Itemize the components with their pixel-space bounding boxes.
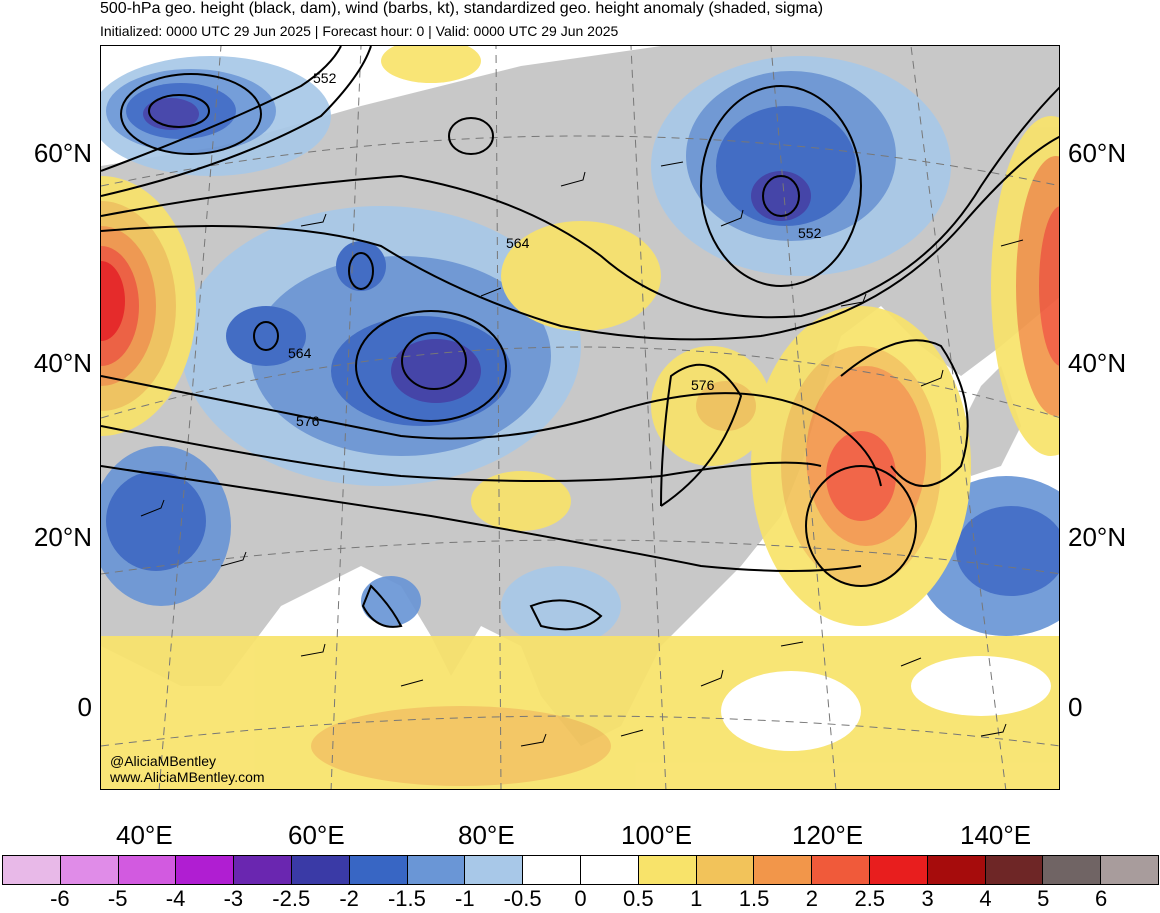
colorbar-swatch xyxy=(696,856,755,884)
contour-label-564-central: 564 xyxy=(506,235,530,251)
colorbar-tick-label: 2.5 xyxy=(854,886,886,911)
colorbar-tick-label: 6 xyxy=(1095,886,1108,911)
contour-label-576-east: 576 xyxy=(691,377,715,393)
colorbar-tick-label: -6 xyxy=(50,886,70,911)
lat-label-60n-left: 60°N xyxy=(33,138,92,168)
lat-label-20n-right: 20°N xyxy=(1068,522,1127,552)
colorbar-swatch xyxy=(927,856,986,884)
lat-label-20n-left: 20°N xyxy=(33,522,92,552)
colorbar-swatch xyxy=(349,856,408,884)
colorbar-swatch xyxy=(465,856,524,884)
colorbar-tick-label: -1 xyxy=(455,886,475,911)
colorbar-tick-label: -2.5 xyxy=(272,886,311,911)
lat-label-40n-right: 40°N xyxy=(1068,348,1127,378)
colorbar-swatch xyxy=(523,856,581,884)
watermark-website: www.AliciaMBentley.com xyxy=(110,769,265,785)
colorbar-swatch xyxy=(407,856,466,884)
colorbar-swatch xyxy=(176,856,235,884)
colorbar-swatch xyxy=(291,856,350,884)
wind-barbs xyxy=(140,161,1024,747)
colorbar-tick-label: -2 xyxy=(339,886,359,911)
colorbar-tick-label: 1.5 xyxy=(738,886,770,911)
lat-label-eq-left: 0 xyxy=(77,692,92,722)
graticule xyxy=(101,46,1059,789)
colorbar-tick-label: -1.5 xyxy=(387,886,426,911)
watermark-handle: @AliciaMBentley xyxy=(110,753,217,769)
contour-labels: 552 564 564 576 552 576 xyxy=(288,70,822,429)
lon-label-60e: 60°E xyxy=(288,820,345,850)
map-canvas: 552 564 564 576 552 576 xyxy=(101,46,1059,789)
colorbar-tick-label: 5 xyxy=(1037,886,1050,911)
lon-label-100e: 100°E xyxy=(621,820,693,850)
colorbar-swatch xyxy=(1101,856,1158,884)
contour-label-552-north: 552 xyxy=(798,225,822,241)
lon-label-80e: 80°E xyxy=(458,820,515,850)
contour-label-576-west: 576 xyxy=(296,413,320,429)
colorbar-tick-label: 3 xyxy=(921,886,934,911)
colorbar-tick-label: -0.5 xyxy=(503,886,542,911)
colorbar-swatch xyxy=(638,856,697,884)
colorbar-swatch xyxy=(234,856,292,884)
colorbar-tick-label: 4 xyxy=(979,886,992,911)
colorbar-tick-label: -3 xyxy=(223,886,244,911)
colorbar-swatch xyxy=(580,856,639,884)
figure-title: 500-hPa geo. height (black, dam), wind (… xyxy=(100,0,824,17)
colorbar-tick-label: 0 xyxy=(574,886,587,911)
lon-label-140e: 140°E xyxy=(960,820,1032,850)
colorbar-swatch xyxy=(754,856,813,884)
lat-label-eq-right: 0 xyxy=(1068,692,1083,722)
lat-label-60n-right: 60°N xyxy=(1068,138,1127,168)
anomaly-shading xyxy=(101,46,1059,789)
lon-label-120e: 120°E xyxy=(792,820,864,850)
colorbar-tick-label: 0.5 xyxy=(623,886,654,911)
map-panel: 552 564 564 576 552 576 xyxy=(100,45,1060,790)
colorbar-swatch xyxy=(985,856,1044,884)
lat-label-40n-left: 40°N xyxy=(33,348,92,378)
colorbar-swatch xyxy=(1043,856,1102,884)
colorbar-tick-label: 2 xyxy=(805,886,819,911)
figure-subtitle: Initialized: 0000 UTC 29 Jun 2025 | Fore… xyxy=(100,23,619,39)
colorbar xyxy=(2,855,1159,885)
colorbar-swatch xyxy=(812,856,870,884)
colorbar-tick-label: -4 xyxy=(165,886,186,911)
colorbar-swatch xyxy=(869,856,928,884)
colorbar-tick-label: 1 xyxy=(690,886,703,911)
colorbar-tick-label: -5 xyxy=(107,886,128,911)
contour-label-564-west: 564 xyxy=(288,345,312,361)
colorbar-swatch xyxy=(118,856,177,884)
contour-label-552-west: 552 xyxy=(313,70,337,86)
lon-label-40e: 40°E xyxy=(116,820,173,850)
colorbar-swatch xyxy=(60,856,119,884)
height-contours xyxy=(101,46,1059,631)
colorbar-swatch xyxy=(3,856,61,884)
